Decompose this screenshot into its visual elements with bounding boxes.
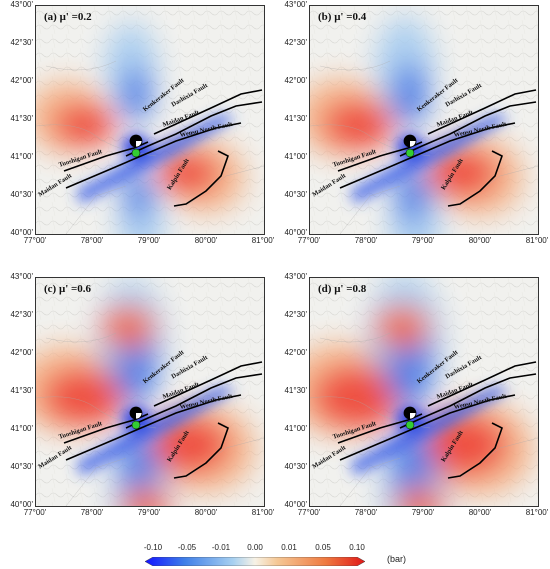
latitude-label: 41°00': [10, 152, 33, 161]
longitude-label: 79°00': [411, 508, 435, 517]
fault-lines: [63, 361, 263, 479]
colorbar-tick-label: 0.00: [247, 543, 263, 552]
latitude-label: 43°00': [284, 0, 307, 9]
longitude-label: 80°00': [468, 508, 492, 517]
latitude-label: 40°30': [284, 190, 307, 199]
longitude-label: 81°00': [251, 236, 275, 245]
longitude-label: 77°00': [23, 236, 47, 245]
colorbar: [145, 557, 365, 566]
latitude-label: 42°00': [284, 348, 307, 357]
latitude-label: 40°00': [10, 228, 33, 237]
longitude-label: 81°00': [525, 508, 549, 517]
epicenter-marker-icon: [405, 148, 415, 158]
panel-label: (a) μ' =0.2: [44, 11, 92, 23]
longitude-label: 80°00': [194, 236, 218, 245]
latitude-label: 42°30': [10, 310, 33, 319]
longitude-label: 80°00': [194, 508, 218, 517]
latitude-label: 42°30': [284, 310, 307, 319]
latitude-label: 40°30': [10, 190, 33, 199]
colorbar-tick-label: -0.10: [143, 543, 163, 552]
epicenter-marker-icon: [131, 420, 141, 430]
colorbar-tick-label: -0.05: [177, 543, 197, 552]
latitude-label: 40°00': [284, 228, 307, 237]
latitude-label: 41°30': [284, 114, 307, 123]
latitude-label: 42°00': [284, 76, 307, 85]
latitude-label: 41°30': [284, 386, 307, 395]
longitude-label: 79°00': [411, 236, 435, 245]
longitude-label: 78°00': [354, 236, 378, 245]
longitude-label: 81°00': [251, 508, 275, 517]
longitude-label: 77°00': [297, 508, 321, 517]
map-panel-d: (d) μ' =0.8 Kenkeraker Fault Dashixia Faul…: [309, 277, 539, 507]
stress-map: [310, 278, 538, 506]
latitude-label: 43°00': [284, 272, 307, 281]
latitude-label: 41°00': [10, 424, 33, 433]
longitude-label: 78°00': [354, 508, 378, 517]
latitude-label: 40°00': [284, 500, 307, 509]
epicenter-marker-icon: [131, 148, 141, 158]
latitude-label: 41°00': [284, 152, 307, 161]
latitude-label: 42°30': [10, 38, 33, 47]
latitude-label: 40°30': [10, 462, 33, 471]
latitude-label: 41°30': [10, 386, 33, 395]
longitude-label: 81°00': [525, 236, 549, 245]
longitude-label: 78°00': [80, 508, 104, 517]
latitude-label: 40°00': [10, 500, 33, 509]
map-panel-b: (b) μ' =0.4 Kenkeraker Fault Dashixia Faul…: [309, 5, 539, 235]
focal-mechanism-icon: [129, 406, 143, 420]
longitude-label: 79°00': [137, 236, 161, 245]
focal-mechanism-icon: [403, 406, 417, 420]
latitude-label: 42°00': [10, 76, 33, 85]
colorbar-tick-label: 0.05: [315, 543, 331, 552]
latitude-label: 42°00': [10, 348, 33, 357]
longitude-label: 77°00': [23, 508, 47, 517]
latitude-label: 43°00': [10, 0, 33, 9]
latitude-label: 42°30': [284, 38, 307, 47]
colorbar-tick-label: 0.01: [281, 543, 297, 552]
colorbar-unit: (bar): [387, 554, 407, 564]
latitude-label: 40°30': [284, 462, 307, 471]
map-panel-c: (c) μ' =0.6 Kenkeraker Fault Dashixia Faul…: [35, 277, 265, 507]
focal-mechanism-icon: [129, 134, 143, 148]
stress-map: [36, 6, 264, 234]
colorbar-tick-label: 0.10: [349, 543, 365, 552]
latitude-label: 41°00': [284, 424, 307, 433]
map-panel-a: (a) μ' =0.2 Kenkeraker Fault Dashixia Faul…: [35, 5, 265, 235]
colorbar-tick-label: -0.01: [211, 543, 231, 552]
stress-map: [36, 278, 264, 506]
longitude-label: 80°00': [468, 236, 492, 245]
longitude-label: 77°00': [297, 236, 321, 245]
epicenter-marker-icon: [405, 420, 415, 430]
latitude-label: 41°30': [10, 114, 33, 123]
longitude-label: 78°00': [80, 236, 104, 245]
stress-map: [310, 6, 538, 234]
panel-label: (d) μ' =0.8: [318, 283, 367, 295]
fault-lines: [337, 361, 537, 479]
fault-lines: [63, 89, 263, 207]
panel-label: (b) μ' =0.4: [318, 11, 367, 23]
longitude-label: 79°00': [137, 508, 161, 517]
focal-mechanism-icon: [403, 134, 417, 148]
fault-lines: [337, 89, 537, 207]
panel-label: (c) μ' =0.6: [44, 283, 92, 295]
latitude-label: 43°00': [10, 272, 33, 281]
